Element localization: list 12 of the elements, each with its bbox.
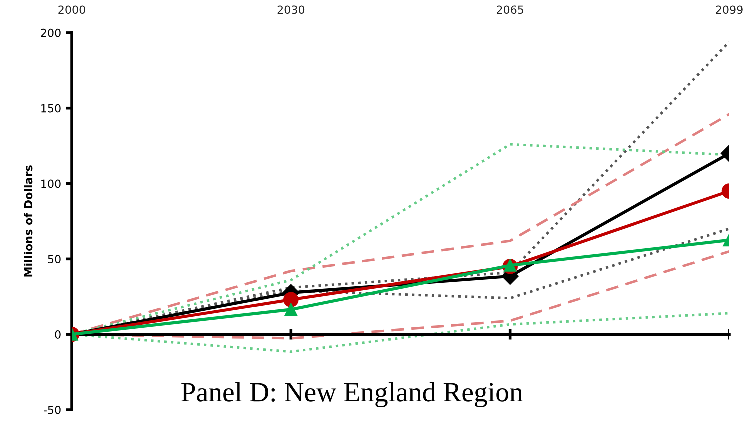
x-tick-label: 2000 [58,6,86,14]
y-tick-label: 150 [42,104,61,113]
y-tick-label: 0 [55,330,61,339]
x-tick-label: 2030 [278,6,305,14]
y-tick-label: -50 [44,406,61,414]
text: Panel D: New England Region [182,382,523,408]
y-tick-label: 200 [41,28,61,38]
y-tick-label: 50 [48,255,61,264]
x-tick-label: 2099 [716,6,743,14]
y-tick-label: 100 [42,180,61,188]
x-tick-label: 2065 [497,6,524,14]
y-axis-title: Millions of Dollars [24,166,33,277]
